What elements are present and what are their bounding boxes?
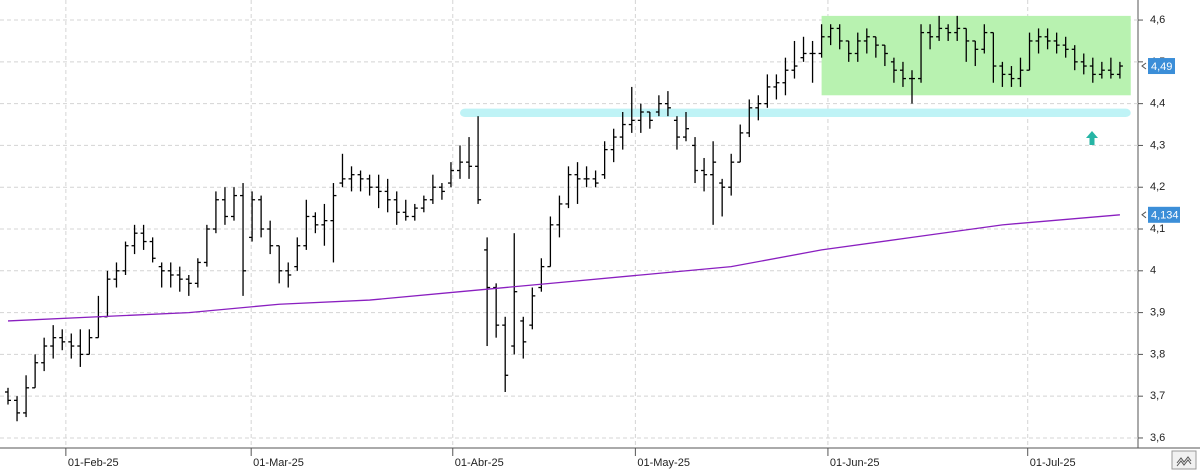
x-tick-label: 01-May-25 (637, 457, 690, 469)
price-label: 4,49 (1151, 61, 1172, 73)
button-frame[interactable] (1171, 450, 1197, 470)
button-icon (1176, 456, 1192, 467)
support-band (460, 108, 1131, 118)
y-tick-label: 3,9 (1150, 307, 1165, 319)
x-tick-label: 01-Abr-25 (455, 457, 504, 469)
price-label: 4,134 (1151, 210, 1179, 222)
corner-button[interactable] (1171, 450, 1197, 470)
y-tick-label: 4,6 (1150, 14, 1165, 26)
y-tick-label: 3,7 (1150, 390, 1165, 402)
x-tick-label: 01-Jun-25 (830, 457, 880, 469)
x-tick-label: 01-Jul-25 (1030, 457, 1076, 469)
y-tick-label: 4,1 (1150, 223, 1165, 235)
x-tick-label: 01-Feb-25 (68, 457, 119, 469)
y-tick-label: 4,3 (1150, 139, 1165, 151)
price-box (1148, 206, 1180, 223)
y-tick-label: 4,4 (1150, 98, 1165, 110)
x-tick-label: 01-Mar-25 (253, 457, 304, 469)
y-tick-label: 4,2 (1150, 181, 1165, 193)
price-box (1148, 58, 1175, 75)
price-pointer (1141, 62, 1147, 70)
y-tick-label: 3,8 (1150, 348, 1165, 360)
price-pointer (1141, 211, 1147, 219)
moving-average (7, 214, 1120, 322)
range-box (821, 15, 1131, 96)
up-arrow (1086, 131, 1098, 145)
y-tick-label: 4 (1150, 265, 1156, 277)
y-tick-label: 3,6 (1150, 432, 1165, 444)
